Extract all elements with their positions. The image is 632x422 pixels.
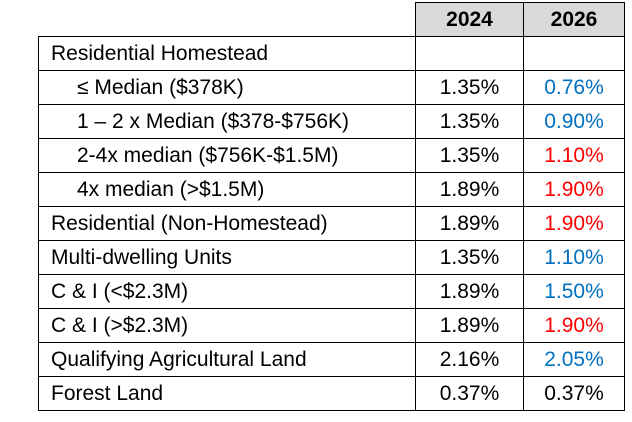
row-label: ≤ Median ($378K) — [38, 70, 416, 105]
rate-cell: 0.76% — [523, 70, 625, 105]
row: Multi-dwelling Units 1.35% 1.10% — [38, 240, 625, 275]
blank-cell — [38, 2, 416, 37]
row: Residential Homestead — [38, 36, 625, 71]
rate-cell: 1.35% — [415, 104, 524, 139]
rate-cell: 1.90% — [523, 172, 625, 207]
sub-row: 1 – 2 x Median ($378-$756K) 1.35% 0.90% — [38, 104, 625, 139]
rate-cell: 1.90% — [523, 206, 625, 241]
rate-cell: 1.10% — [523, 138, 625, 173]
row: Qualifying Agricultural Land 2.16% 2.05% — [38, 342, 625, 377]
sub-row: ≤ Median ($378K) 1.35% 0.76% — [38, 70, 625, 105]
sub-row: 4x median (>$1.5M) 1.89% 1.90% — [38, 172, 625, 207]
sub-row: 2-4x median ($756K-$1.5M) 1.35% 1.10% — [38, 138, 625, 173]
row-label: Qualifying Agricultural Land — [38, 342, 416, 377]
row-label: C & I (<$2.3M) — [38, 274, 416, 309]
row-label: 1 – 2 x Median ($378-$756K) — [38, 104, 416, 139]
empty-cell — [415, 36, 524, 71]
rate-cell: 1.35% — [415, 138, 524, 173]
row-label: 4x median (>$1.5M) — [38, 172, 416, 207]
row-label: Forest Land — [38, 376, 416, 411]
row-label: Residential Homestead — [38, 36, 416, 71]
rate-cell: 0.90% — [523, 104, 625, 139]
rate-cell: 1.35% — [415, 240, 524, 275]
rate-cell: 2.16% — [415, 342, 524, 377]
row-label: C & I (>$2.3M) — [38, 308, 416, 343]
rate-table: 2024 2026 Residential Homestead ≤ Median … — [38, 2, 625, 411]
row: Residential (Non-Homestead) 1.89% 1.90% — [38, 206, 625, 241]
rate-cell: 1.90% — [523, 308, 625, 343]
rate-cell: 2.05% — [523, 342, 625, 377]
empty-cell — [523, 36, 625, 71]
table-body: Residential Homestead ≤ Median ($378K) 1.3… — [38, 36, 625, 411]
row: Forest Land 0.37% 0.37% — [38, 376, 625, 411]
row: C & I (>$2.3M) 1.89% 1.90% — [38, 308, 625, 343]
row-label: Multi-dwelling Units — [38, 240, 416, 275]
rate-cell: 0.37% — [523, 376, 625, 411]
row: C & I (<$2.3M) 1.89% 1.50% — [38, 274, 625, 309]
row-label: 2-4x median ($756K-$1.5M) — [38, 138, 416, 173]
header-cell: 2024 — [415, 2, 524, 37]
header-cell: 2026 — [523, 2, 625, 37]
rate-cell: 1.89% — [415, 308, 524, 343]
rate-cell: 1.89% — [415, 172, 524, 207]
rate-cell: 1.89% — [415, 274, 524, 309]
row-label: Residential (Non-Homestead) — [38, 206, 416, 241]
rate-cell: 1.35% — [415, 70, 524, 105]
rate-cell: 1.10% — [523, 240, 625, 275]
rate-cell: 0.37% — [415, 376, 524, 411]
rate-cell: 1.50% — [523, 274, 625, 309]
rate-cell: 1.89% — [415, 206, 524, 241]
header-row: 2024 2026 — [38, 2, 625, 37]
